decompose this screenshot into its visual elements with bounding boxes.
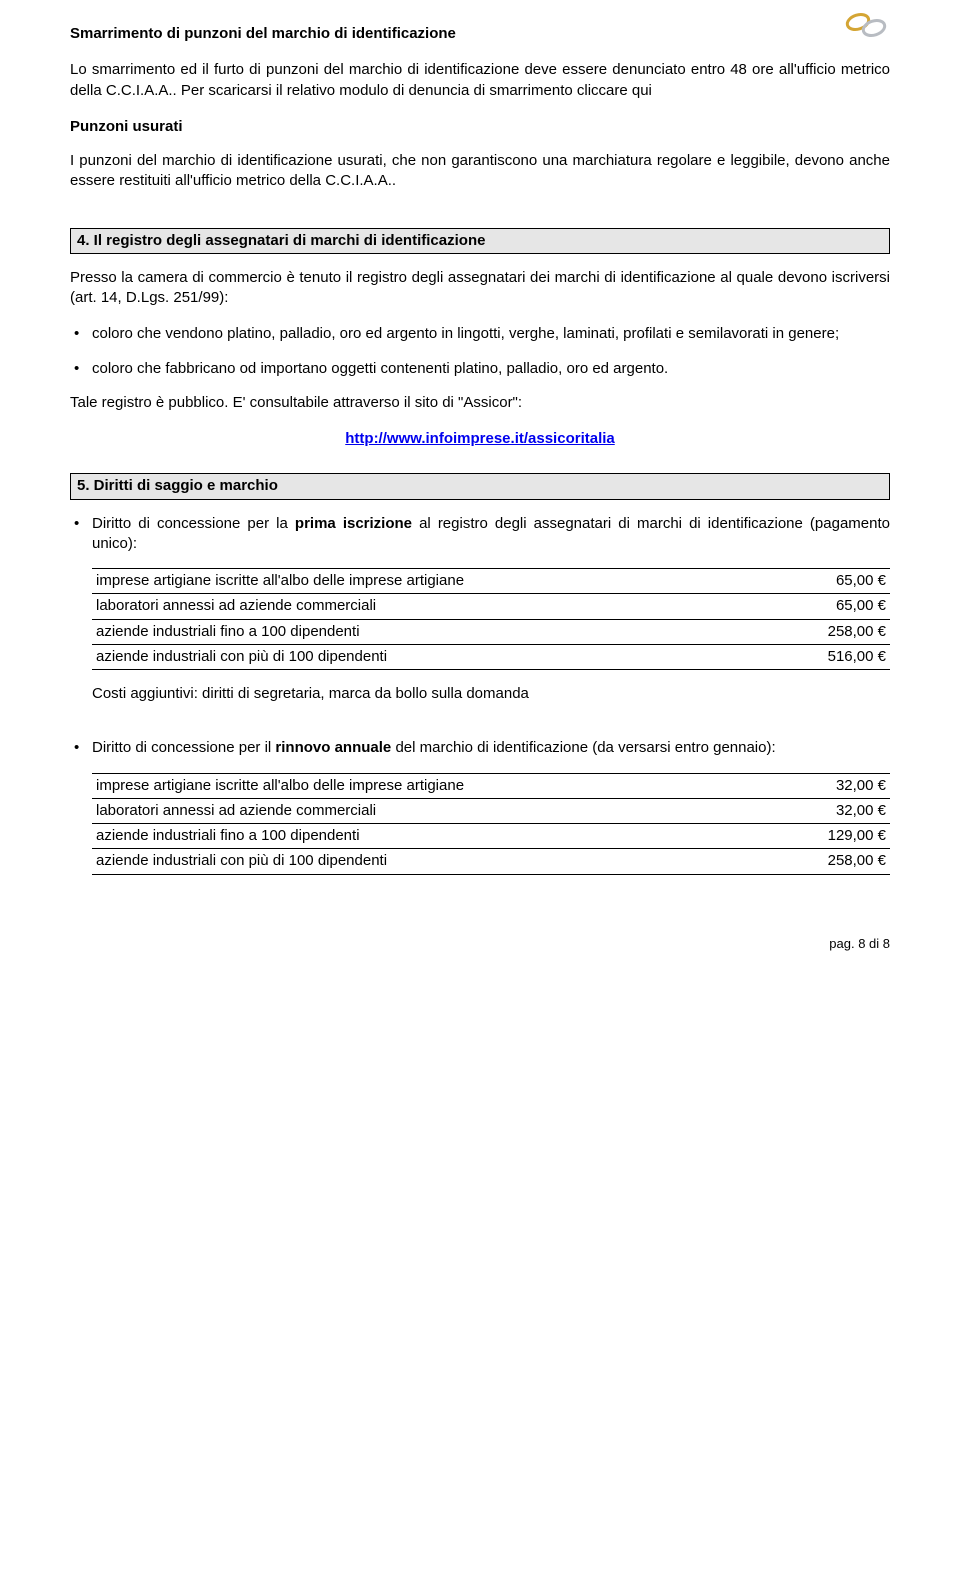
table-cell-amount: 258,00 € [780,849,890,874]
table-cell-label: imprese artigiane iscritte all'albo dell… [92,773,780,798]
table-row: laboratori annessi ad aziende commercial… [92,594,890,619]
list-item: coloro che fabbricano od importano ogget… [70,359,890,379]
text-bold: rinnovo annuale [275,739,391,756]
list-diritti-2: Diritto di concessione per il rinnovo an… [70,738,890,758]
text: Diritto di concessione per la [92,515,295,532]
section-box-4: 4. Il registro degli assegnatari di marc… [70,228,890,254]
table-row: aziende industriali fino a 100 dipendent… [92,824,890,849]
text: del marchio di identificazione (da versa… [391,739,775,756]
table-cell-label: aziende industriali fino a 100 dipendent… [92,619,780,644]
table-cell-label: laboratori annessi ad aziende commercial… [92,594,780,619]
table-cell-amount: 129,00 € [780,824,890,849]
section-box-5: 5. Diritti di saggio e marchio [70,473,890,499]
table-cell-label: aziende industriali con più di 100 dipen… [92,644,780,669]
table-cell-amount: 65,00 € [780,594,890,619]
paragraph-registro-pubblico: Tale registro è pubblico. E' consultabil… [70,393,890,413]
text: Diritto di concessione per il [92,739,275,756]
paragraph-costi-aggiuntivi: Costi aggiuntivi: diritti di segretaria,… [92,684,890,704]
heading-punzoni-usurati: Punzoni usurati [70,117,890,137]
table-cell-label: aziende industriali fino a 100 dipendent… [92,824,780,849]
list-item: coloro che vendono platino, palladio, or… [70,324,890,344]
table-rinnovo-annuale: imprese artigiane iscritte all'albo dell… [92,773,890,875]
table-cell-amount: 32,00 € [780,773,890,798]
list-item: Diritto di concessione per il rinnovo an… [70,738,890,758]
heading-smarrimento: Smarrimento di punzoni del marchio di id… [70,24,890,44]
paragraph-registro-intro: Presso la camera di commercio è tenuto i… [70,268,890,309]
table-prima-iscrizione: imprese artigiane iscritte all'albo dell… [92,568,890,670]
paragraph-smarrimento: Lo smarrimento ed il furto di punzoni de… [70,60,890,101]
table-cell-label: imprese artigiane iscritte all'albo dell… [92,569,780,594]
page-footer: pag. 8 di 8 [70,935,890,953]
table-row: aziende industriali con più di 100 dipen… [92,849,890,874]
table-row: imprese artigiane iscritte all'albo dell… [92,569,890,594]
text-bold: prima iscrizione [295,515,412,532]
table-row: aziende industriali fino a 100 dipendent… [92,619,890,644]
table-row: aziende industriali con più di 100 dipen… [92,644,890,669]
table-row: laboratori annessi ad aziende commercial… [92,798,890,823]
table-cell-amount: 65,00 € [780,569,890,594]
link-assicor[interactable]: http://www.infoimprese.it/assicoritalia [345,430,615,447]
paragraph-punzoni-usurati: I punzoni del marchio di identificazione… [70,151,890,192]
table-row: imprese artigiane iscritte all'albo dell… [92,773,890,798]
table-cell-amount: 258,00 € [780,619,890,644]
table-cell-label: aziende industriali con più di 100 dipen… [92,849,780,874]
table-cell-amount: 516,00 € [780,644,890,669]
list-registro: coloro che vendono platino, palladio, or… [70,324,890,379]
list-diritti: Diritto di concessione per la prima iscr… [70,514,890,555]
list-item: Diritto di concessione per la prima iscr… [70,514,890,555]
table-cell-label: laboratori annessi ad aziende commercial… [92,798,780,823]
rings-icon [844,10,888,38]
table-cell-amount: 32,00 € [780,798,890,823]
link-assicor-wrapper: http://www.infoimprese.it/assicoritalia [70,429,890,449]
